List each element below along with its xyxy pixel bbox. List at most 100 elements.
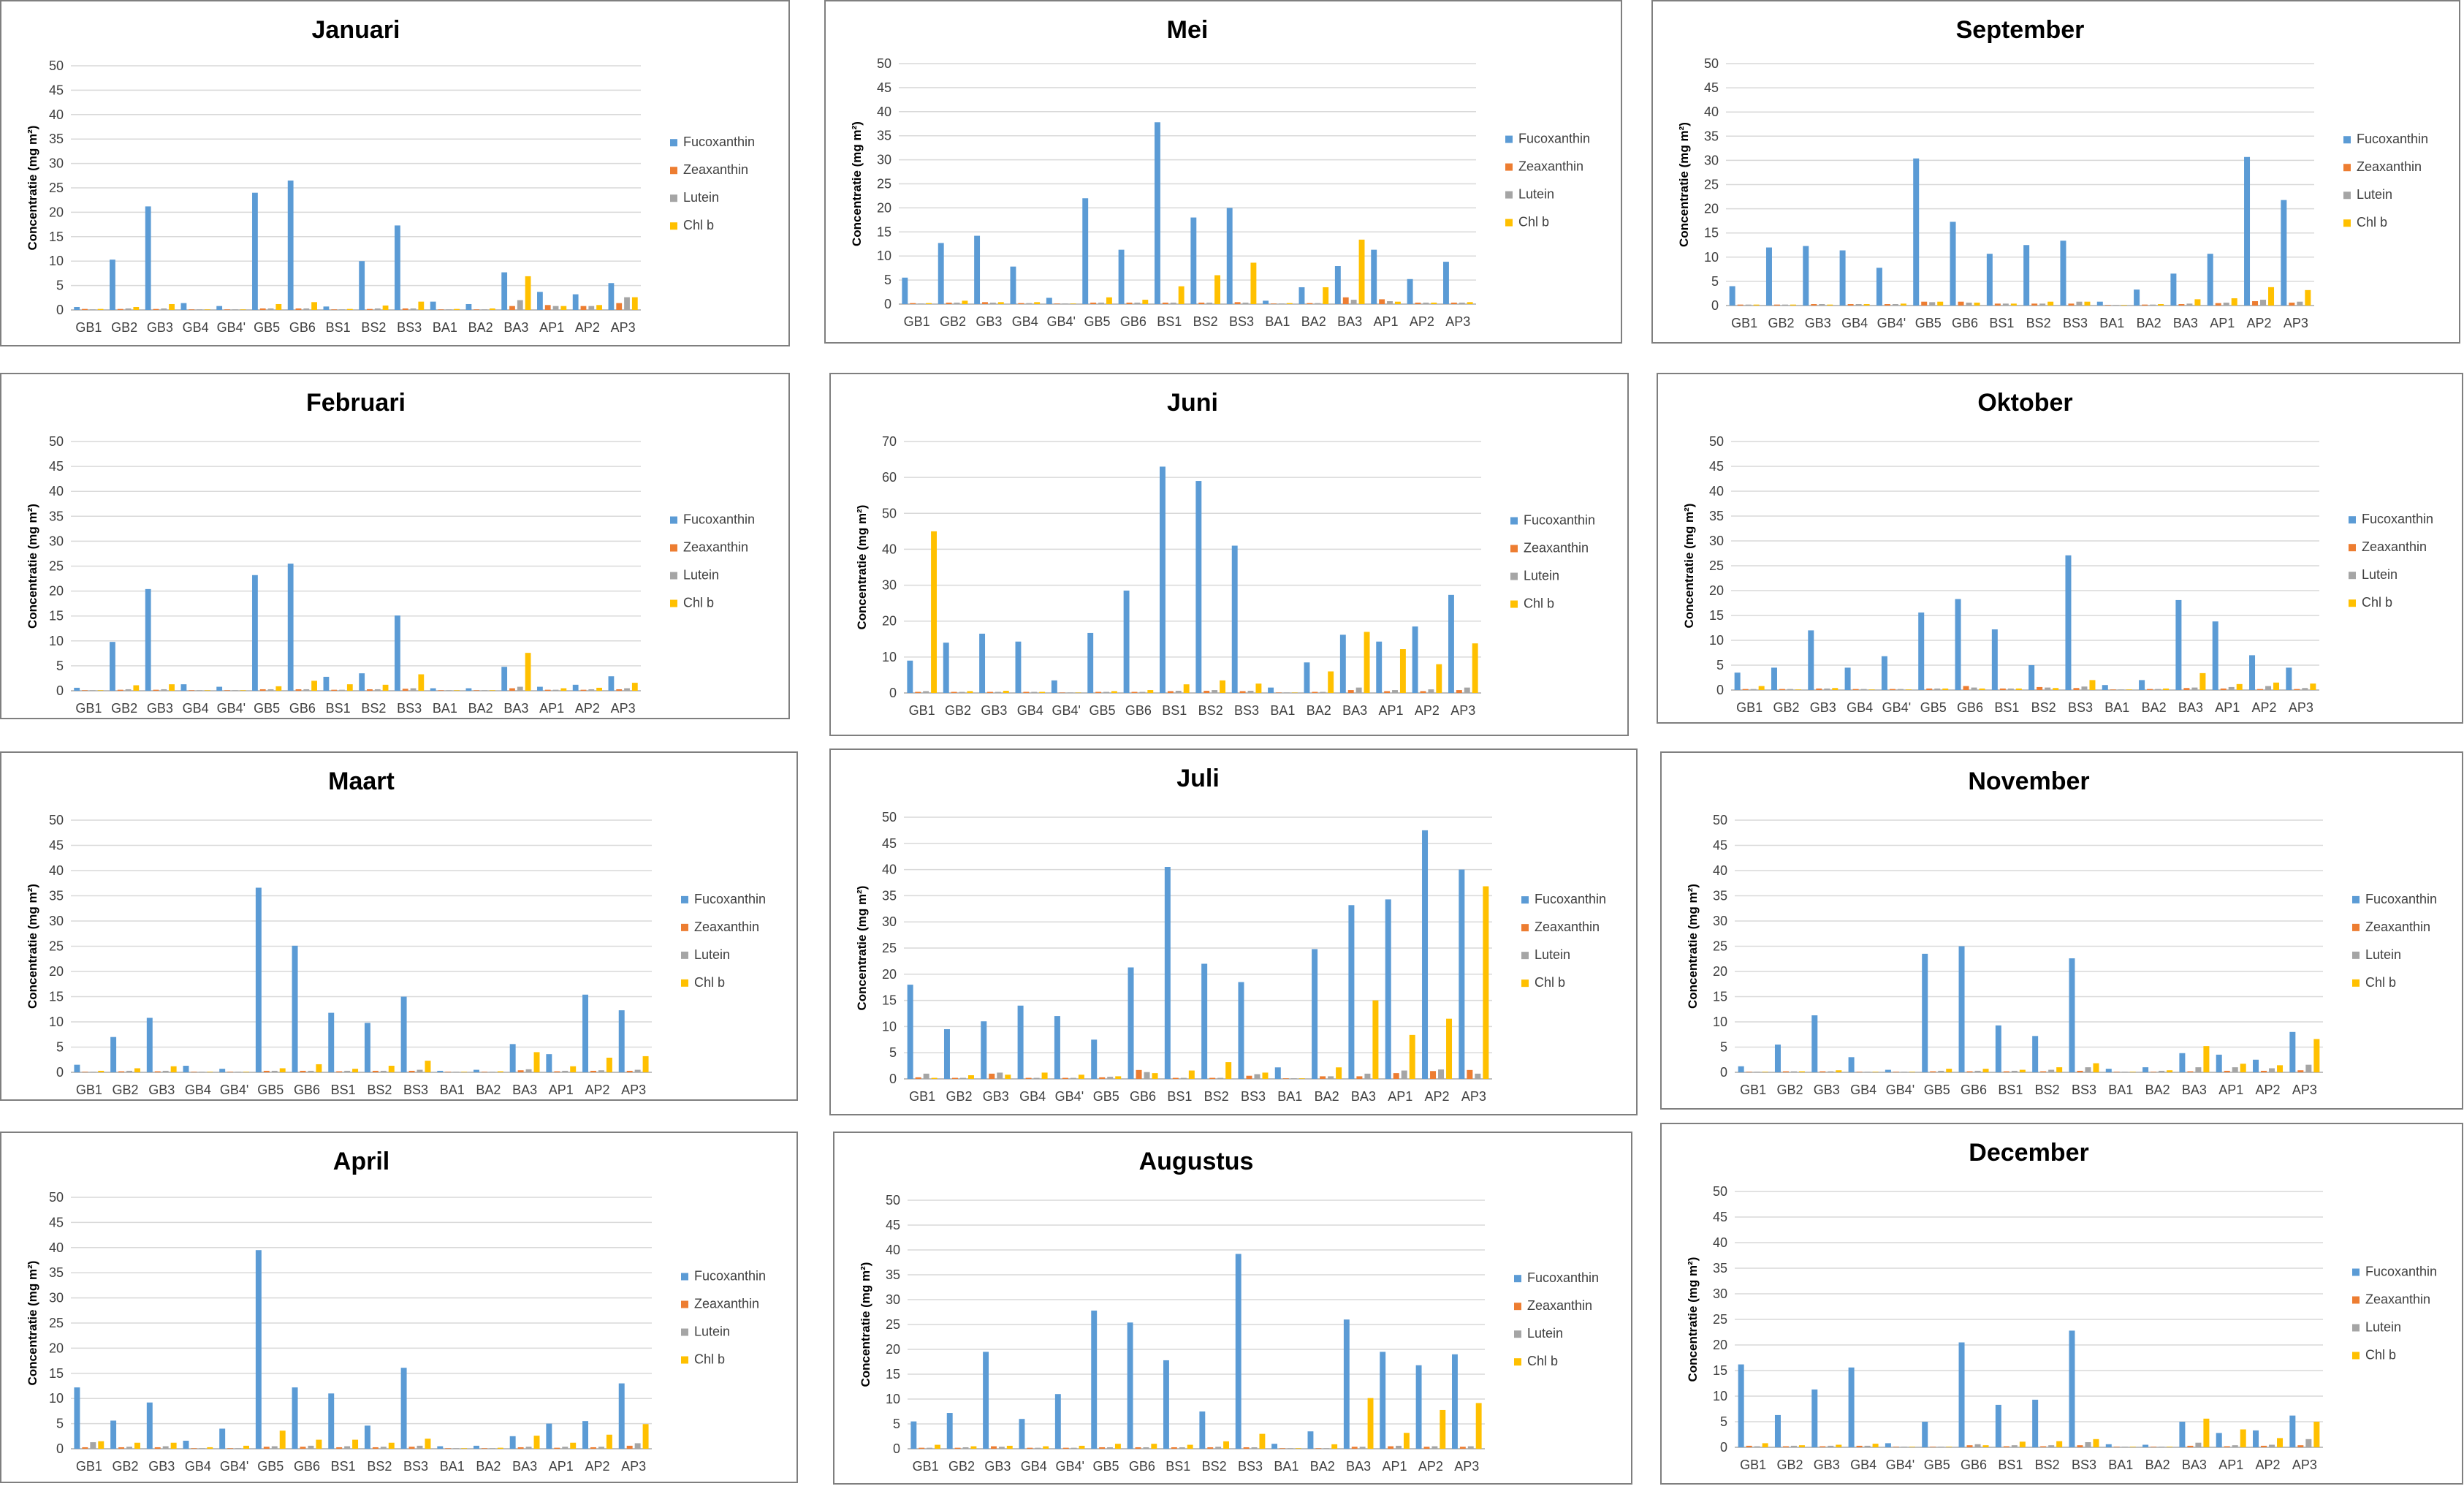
x-tick-label: BS1: [331, 1459, 356, 1474]
x-tick-label: BS2: [1202, 1459, 1227, 1474]
bar-fucoxanthin: [328, 1393, 335, 1449]
bar-lutein: [1251, 1447, 1258, 1449]
bar-chl-b: [2047, 301, 2054, 306]
legend-label: Fucoxanthin: [2357, 132, 2428, 146]
x-tick-label: BA2: [1315, 1089, 1339, 1104]
y-tick-label: 40: [882, 542, 897, 556]
y-tick-label: 10: [49, 254, 64, 268]
bar-lutein: [90, 1442, 96, 1449]
bar-lutein: [1217, 1077, 1224, 1079]
bar-lutein: [624, 688, 630, 691]
bar-fucoxanthin: [255, 887, 262, 1072]
bar-chl-b: [1467, 302, 1473, 304]
bar-chl-b: [2019, 1441, 2026, 1447]
bar-chl-b: [642, 1056, 649, 1072]
x-tick-label: GB3: [1805, 316, 1831, 330]
bar-lutein: [267, 689, 274, 691]
chart-juni: Juni Concentratie (mg m²) 0 10 20 30 40 50 60 70 G…: [829, 373, 1629, 736]
bar-fucoxanthin: [219, 1428, 226, 1449]
x-tick-label: AP2: [1418, 1459, 1443, 1474]
y-tick-label: 5: [893, 1417, 900, 1431]
bar-fucoxanthin: [145, 588, 151, 691]
y-tick-label: 25: [1704, 178, 1719, 192]
legend-label: Zeaxanthin: [694, 920, 759, 934]
y-tick-label: 45: [1713, 1210, 1727, 1224]
bar-chl-b: [1982, 1445, 1989, 1447]
x-tick-label: GB4: [1019, 1089, 1046, 1104]
x-tick-label: GB5: [1090, 703, 1116, 718]
bar-fucoxanthin: [2023, 245, 2030, 306]
bar-lutein: [997, 1072, 1003, 1079]
x-tick-label: GB3: [1810, 700, 1836, 715]
bar-zeaxanthin: [295, 689, 302, 691]
bar-chl-b: [1475, 1403, 1482, 1449]
bar-lutein: [2011, 1070, 2018, 1072]
bar-fucoxanthin: [216, 306, 223, 310]
x-tick-label: AP2: [2256, 1458, 2281, 1472]
bar-zeaxanthin: [1742, 689, 1749, 690]
bar-lutein: [380, 1447, 387, 1449]
bar-zeaxanthin: [517, 1070, 524, 1072]
y-axis-label: Concentratie (mg m²): [1677, 122, 1691, 247]
bar-chl-b: [1827, 304, 1833, 306]
bar-fucoxanthin: [2253, 1430, 2259, 1447]
bar-fucoxanthin: [1848, 1057, 1855, 1072]
legend-swatch: [670, 599, 677, 607]
bar-fucoxanthin: [219, 1069, 226, 1072]
x-tick-label: BS1: [331, 1083, 356, 1097]
legend-label: Fucoxanthin: [694, 892, 766, 906]
bar-zeaxanthin: [367, 308, 373, 310]
bar-lutein: [517, 686, 523, 691]
y-tick-label: 40: [1713, 863, 1727, 878]
legend-label: Lutein: [1518, 187, 1554, 202]
bar-fucoxanthin: [1298, 287, 1305, 304]
bar-chl-b: [346, 308, 353, 310]
bar-zeaxanthin: [2077, 1445, 2083, 1447]
x-tick-label: GB3: [147, 320, 173, 335]
bar-chl-b: [454, 308, 460, 310]
legend-swatch: [2349, 572, 2356, 580]
legend-label: Zeaxanthin: [1527, 1298, 1592, 1313]
bar-lutein: [161, 689, 167, 691]
chart-title: Juni: [1167, 389, 1218, 417]
bar-lutein: [1819, 304, 1825, 306]
bar-zeaxanthin: [2178, 304, 2185, 306]
bar-zeaxanthin: [1423, 1447, 1430, 1449]
bar-fucoxanthin: [323, 676, 330, 691]
y-tick-label: 0: [1720, 1440, 1727, 1455]
bar-fucoxanthin: [74, 306, 80, 310]
y-axis-label: Concentratie (mg m²): [1686, 1257, 1700, 1382]
bar-fucoxanthin: [1885, 1443, 1891, 1447]
bar-fucoxanthin: [1118, 249, 1125, 304]
chart-juli-svg: Juli Concentratie (mg m²) 0 5 10 15 20 25 30 35 40…: [855, 765, 1606, 1104]
x-tick-label: AP1: [1374, 314, 1399, 329]
bar-fucoxanthin: [546, 1423, 552, 1449]
chart-januari-svg: Januari Concentratie (mg m²) 0 5 10 15 20 25 30 3…: [26, 16, 755, 335]
y-tick-label: 30: [1713, 914, 1727, 928]
bar-lutein: [308, 1070, 314, 1072]
bar-lutein: [232, 309, 238, 310]
y-tick-label: 15: [1713, 990, 1727, 1004]
bar-lutein: [1790, 1445, 1797, 1447]
x-tick-label: BS3: [2068, 700, 2093, 715]
bar-zeaxanthin: [2183, 688, 2190, 690]
bar-chl-b: [207, 1447, 213, 1449]
bar-chl-b: [1106, 297, 1112, 304]
legend-label: Lutein: [694, 1324, 730, 1339]
y-tick-label: 30: [49, 156, 64, 171]
x-tick-label: BA1: [440, 1459, 465, 1474]
bar-lutein: [2045, 687, 2051, 690]
bar-lutein: [1144, 1072, 1150, 1079]
bar-lutein: [1438, 1069, 1445, 1079]
bar-chl-b: [352, 1069, 359, 1072]
bar-chl-b: [570, 1442, 577, 1449]
bar-fucoxanthin: [608, 283, 615, 310]
y-tick-label: 40: [1713, 1235, 1727, 1250]
y-tick-label: 10: [1713, 1389, 1727, 1403]
bar-fucoxanthin: [180, 684, 187, 691]
y-tick-label: 30: [49, 914, 64, 928]
bar-chl-b: [275, 686, 282, 691]
bar-zeaxanthin: [118, 1447, 125, 1449]
legend-label: Fucoxanthin: [683, 134, 755, 149]
x-tick-label: BS3: [1241, 1089, 1266, 1104]
